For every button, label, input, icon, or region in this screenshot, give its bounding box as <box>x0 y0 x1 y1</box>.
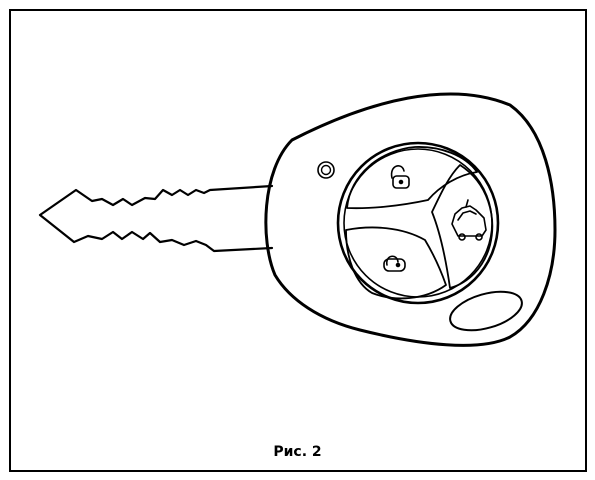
padlock-open-icon <box>390 165 410 189</box>
lock-button[interactable] <box>345 226 447 300</box>
unlock-button[interactable] <box>346 146 478 210</box>
led-indicator-inner <box>320 164 332 176</box>
remote-head-body <box>264 92 557 347</box>
car-trunk-icon <box>451 199 487 241</box>
padlock-closed-icon <box>383 255 406 272</box>
key-blade <box>38 184 274 253</box>
led-indicator-icon <box>317 161 335 179</box>
button-pad-outer-ring <box>336 141 500 305</box>
trunk-button[interactable] <box>431 164 494 289</box>
figure-caption: Рис. 2 <box>273 444 322 460</box>
round-button-icon[interactable] <box>446 284 527 337</box>
button-pad-inner-ring <box>343 148 493 298</box>
